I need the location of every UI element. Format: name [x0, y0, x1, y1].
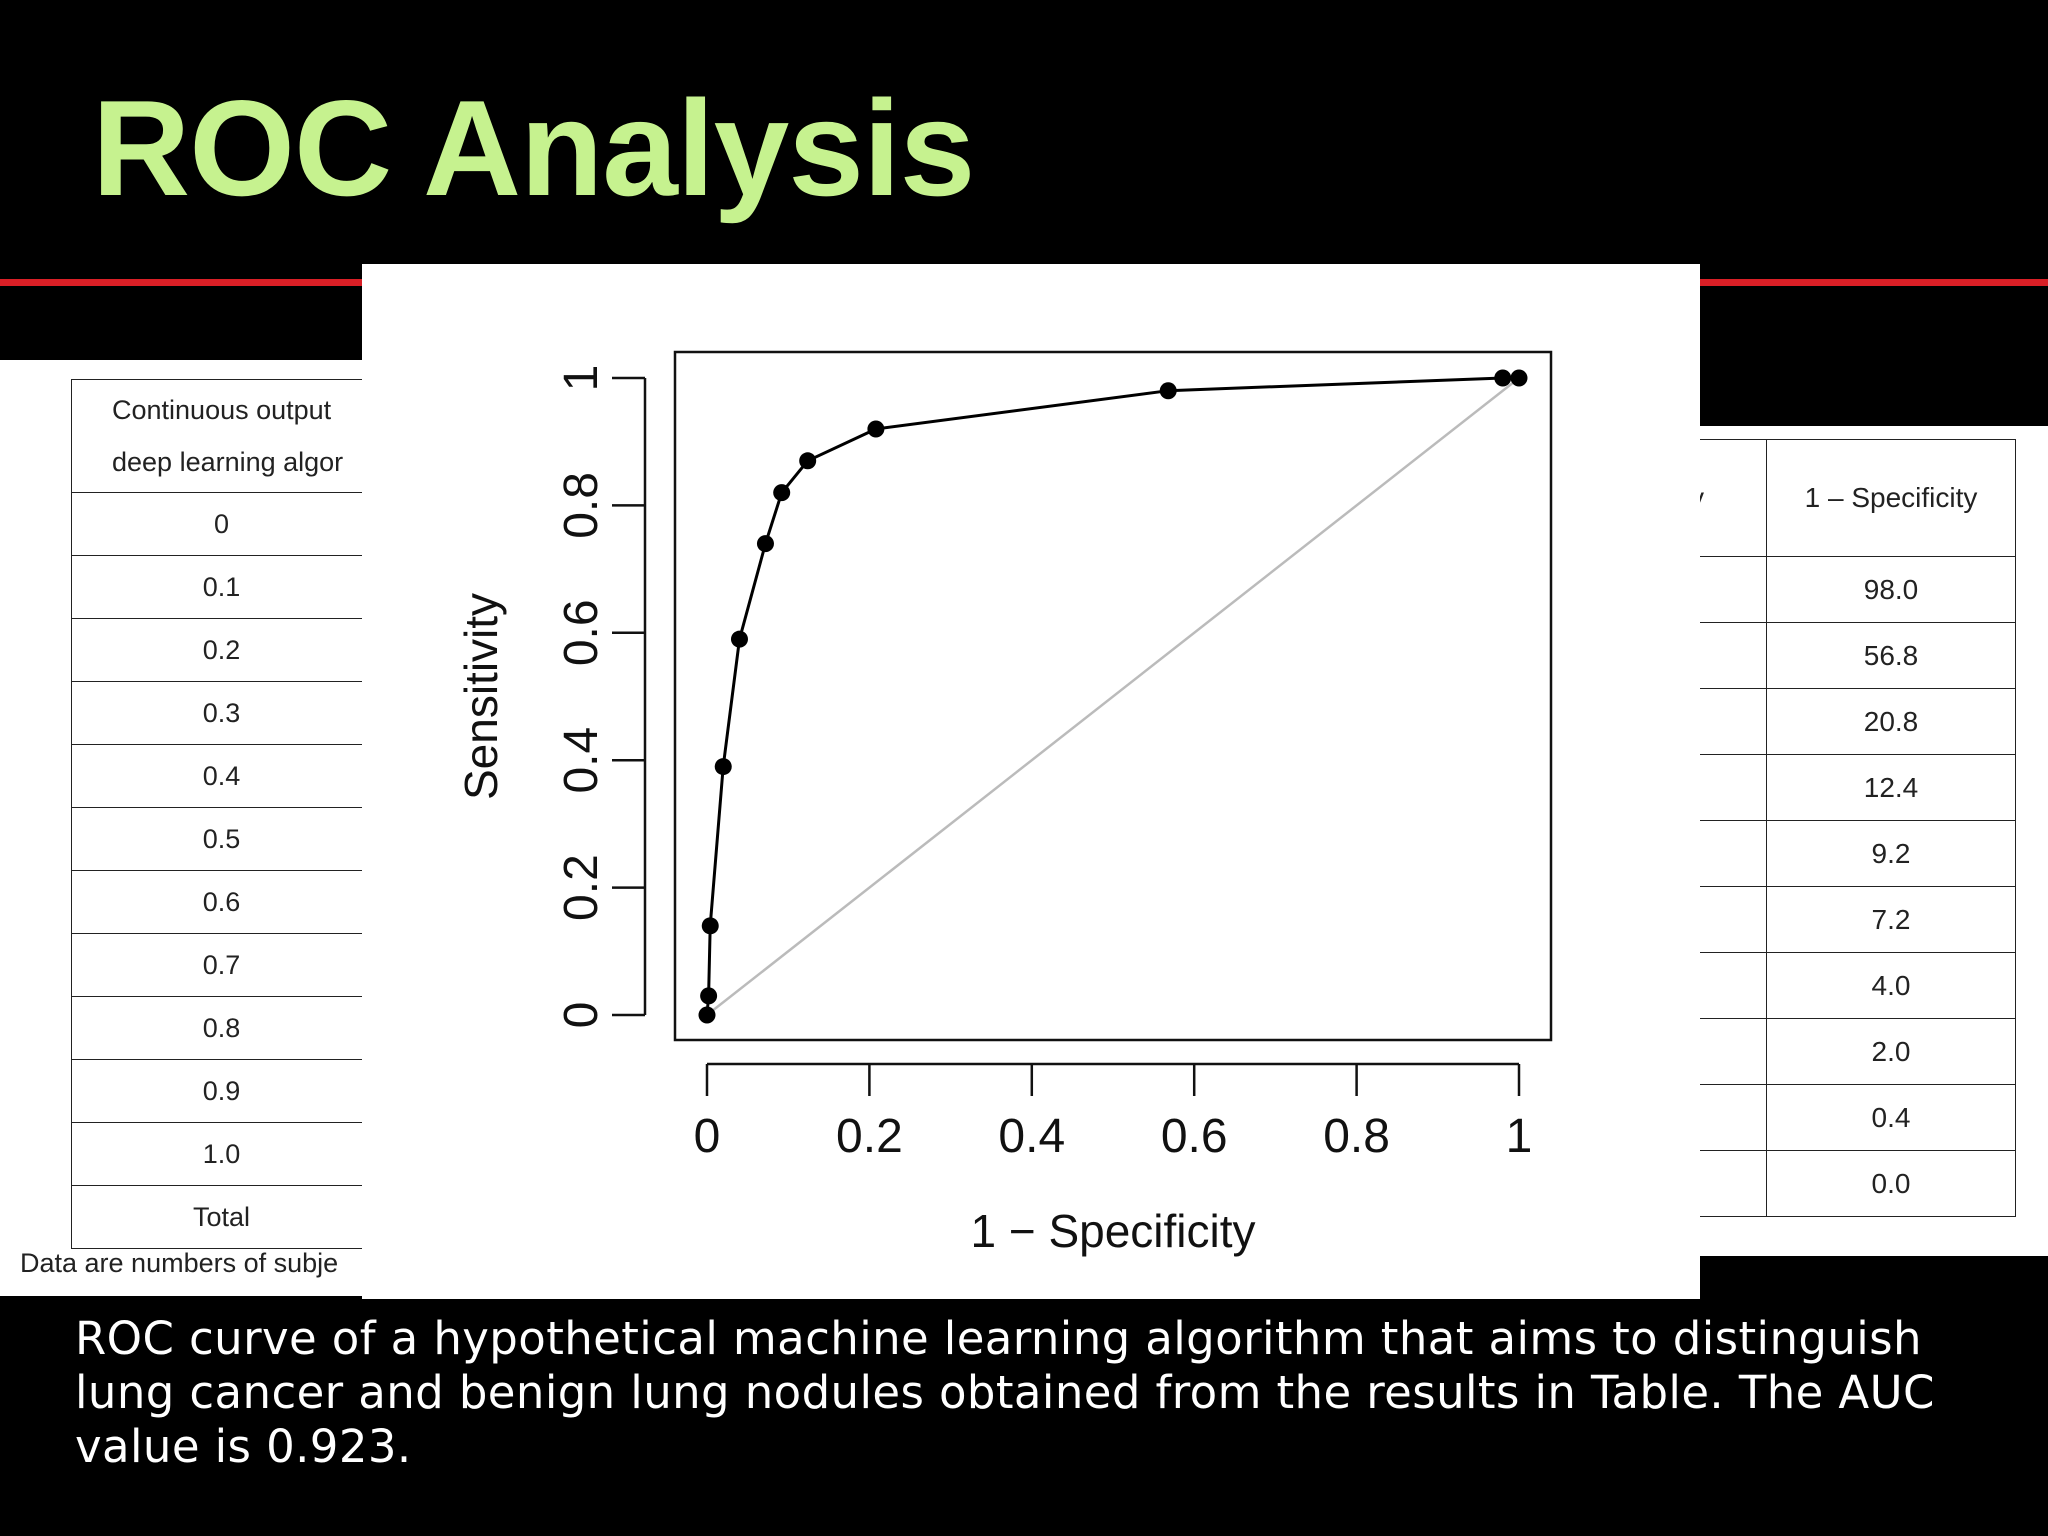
table-cell: 0.5: [71, 807, 371, 871]
table-cell: 4.0: [1766, 952, 2016, 1019]
y-tick-label: 1: [555, 365, 608, 392]
reference-diagonal-line: [706, 377, 1520, 1016]
table-row: Total: [71, 1185, 371, 1249]
table-cell: 9.2: [1766, 820, 2016, 887]
slide-title: ROC Analysis: [92, 72, 975, 224]
x-tick-label: 0.4: [998, 1110, 1065, 1163]
table-cell: 20.8: [1766, 688, 2016, 755]
table-header-row: y 1 – Specificity: [1690, 439, 2016, 557]
roc-data-point: [1159, 382, 1177, 400]
roc-chart: 0 0.2 0.4 0.6 0.8 1 0 0.2 0.4 0.6 0.8 1 1 − Specific…: [455, 350, 1553, 1257]
table-cell: 0.3: [71, 681, 371, 745]
roc-curve-line: [705, 376, 1519, 1016]
table-row: 0.8: [71, 996, 371, 1060]
roc-data-point: [773, 484, 791, 502]
table-cell: 7.2: [1766, 886, 2016, 953]
table-row: 12.4: [1690, 754, 2016, 821]
roc-data-point: [1494, 369, 1512, 387]
table-row: 0.1: [71, 555, 371, 619]
y-axis-label: Sensitivity: [455, 593, 507, 800]
table-header-cell: Continuous output deep learning algor: [71, 379, 371, 493]
table-cell: 0.4: [71, 744, 371, 808]
table-row: 0.4: [1690, 1084, 2016, 1151]
table-row: 0.2: [71, 618, 371, 682]
table-row: 98.0: [1690, 556, 2016, 623]
table-row: 2.0: [1690, 1018, 2016, 1085]
table-header-cell: y: [1690, 439, 1767, 557]
y-tick-label: 0: [555, 1002, 608, 1029]
table-cell: 0.4: [1766, 1084, 2016, 1151]
table-row: 0.0: [1690, 1150, 2016, 1217]
roc-data-point: [714, 758, 732, 776]
table-cell: 0.7: [71, 933, 371, 997]
table-cell: 56.8: [1766, 622, 2016, 689]
table-cell: 0.9: [71, 1059, 371, 1123]
table-row: 0.4: [71, 744, 371, 808]
table-cell: 98.0: [1766, 556, 2016, 623]
table-header-row: Continuous output deep learning algor: [71, 379, 371, 493]
roc-data-point: [756, 535, 774, 553]
y-tick-label: 0.2: [555, 854, 608, 921]
roc-data-point: [700, 987, 718, 1005]
table-cell: 0.2: [71, 618, 371, 682]
x-tick-label: 0.6: [1161, 1110, 1228, 1163]
y-tick-label: 0.4: [555, 727, 608, 794]
table-cell: Total: [71, 1185, 371, 1249]
table-header-cell: 1 – Specificity: [1766, 439, 2016, 557]
x-tick-label: 1: [1506, 1110, 1533, 1163]
table-row: 1.0: [71, 1122, 371, 1186]
left-data-table: Continuous output deep learning algor 0 0…: [71, 379, 371, 1249]
table-row: 9.2: [1690, 820, 2016, 887]
table-cell: 1.0: [71, 1122, 371, 1186]
roc-data-point: [701, 917, 719, 935]
table-row: 0.9: [71, 1059, 371, 1123]
roc-data-point: [730, 630, 748, 648]
x-tick-label: 0.2: [836, 1110, 903, 1163]
y-tick-label: 0.8: [555, 472, 608, 539]
table-row: 0.6: [71, 870, 371, 934]
table-cell: 2.0: [1766, 1018, 2016, 1085]
roc-data-point: [698, 1006, 716, 1024]
table-cell: 0.8: [71, 996, 371, 1060]
table-row: 20.8: [1690, 688, 2016, 755]
plot-frame: [673, 350, 1553, 1042]
table-cell: 0.6: [71, 870, 371, 934]
right-data-table: y 1 – Specificity 98.0 56.8 20.8 12.4 9.…: [1690, 439, 2016, 1217]
table-row: 56.8: [1690, 622, 2016, 689]
table-cell: 0: [71, 492, 371, 556]
table-cell: 12.4: [1766, 754, 2016, 821]
y-tick-label: 0.6: [555, 599, 608, 666]
table-footnote: Data are numbers of subje: [20, 1248, 339, 1278]
roc-data-point: [799, 452, 817, 470]
table-row: 0.3: [71, 681, 371, 745]
table-row: 0.5: [71, 807, 371, 871]
x-tick-label: 0: [694, 1110, 721, 1163]
roc-data-point: [1510, 369, 1528, 387]
roc-data-point: [867, 420, 885, 438]
table-row: 4.0: [1690, 952, 2016, 1019]
table-cell: 0.0: [1766, 1150, 2016, 1217]
table-row: 7.2: [1690, 886, 2016, 953]
x-tick-label: 0.8: [1323, 1110, 1390, 1163]
table-cell: 0.1: [71, 555, 371, 619]
roc-chart-panel: 0 0.2 0.4 0.6 0.8 1 0 0.2 0.4 0.6 0.8 1 1 − Specific…: [362, 264, 1700, 1299]
table-row: 0: [71, 492, 371, 556]
table-row: 0.7: [71, 933, 371, 997]
x-axis-label: 1 − Specificity: [970, 1205, 1255, 1257]
figure-caption: ROC curve of a hypothetical machine lear…: [75, 1312, 1935, 1473]
